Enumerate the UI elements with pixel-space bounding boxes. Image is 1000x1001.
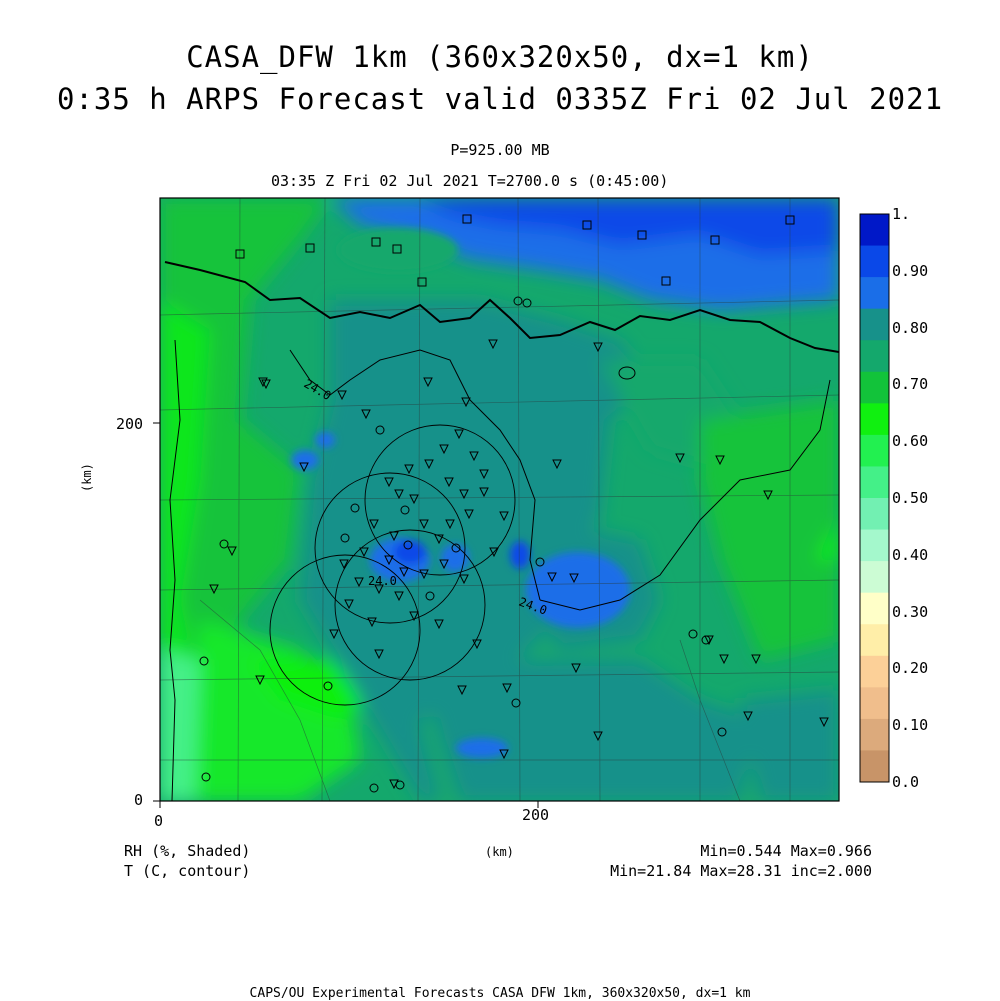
- colorbar-level-label: 0.10: [892, 716, 929, 735]
- contour-label: 24.0: [368, 574, 397, 588]
- colorbar-segment: [860, 214, 889, 247]
- x-axis-unit: (km): [485, 845, 514, 859]
- pressure-level-label: P=925.00 MB: [450, 141, 550, 159]
- colorbar-segment: [860, 561, 889, 594]
- x-tick-label: 0: [154, 812, 164, 830]
- colorbar: [859, 213, 890, 783]
- colorbar-segment: [860, 277, 889, 310]
- colorbar-frame: [859, 213, 890, 783]
- colorbar-segment: [860, 403, 889, 436]
- x-tick-label: 200: [522, 806, 550, 824]
- contour-stats: Min=21.84 Max=28.31 inc=2.000: [610, 862, 872, 880]
- shaded-variable-label: RH (%, Shaded): [124, 842, 251, 860]
- colorbar-level-label: 0.20: [892, 659, 929, 678]
- colorbar-segment: [860, 308, 889, 341]
- colorbar-level-label: 0.30: [892, 602, 929, 621]
- colorbar-segment: [860, 655, 889, 688]
- colorbar-segment: [860, 718, 889, 751]
- colorbar-level-label: 0.60: [892, 432, 929, 451]
- shaded-stats: Min=0.544 Max=0.966: [700, 842, 872, 860]
- footer-credit: CAPS/OU Experimental Forecasts CASA DFW …: [249, 986, 751, 1001]
- y-axis-unit: (km): [80, 463, 94, 492]
- colorbar-segment: [860, 624, 889, 657]
- colorbar-segment: [860, 687, 889, 720]
- station-squares: [235, 214, 795, 287]
- colorbar-segment: [860, 529, 889, 562]
- axis-ticks: [153, 422, 539, 808]
- colorbar-level-label: 1.: [892, 205, 911, 223]
- state-boundary-line: [164, 261, 839, 353]
- station-circles: [199, 296, 727, 793]
- contour-labels: 24.0 24.0 24.0: [302, 376, 549, 617]
- contour-variable-label: T (C, contour): [124, 862, 251, 880]
- colorbar-level-label: 0.40: [892, 545, 929, 564]
- station-triangles: [209, 339, 829, 790]
- colorbar-level-label: 0.0: [892, 773, 920, 791]
- valid-time-label: 03:35 Z Fri 02 Jul 2021 T=2700.0 s (0:45…: [271, 172, 669, 190]
- temperature-contours: [169, 339, 831, 801]
- colorbar-segment: [860, 434, 889, 467]
- colorbar-level-label: 0.90: [892, 261, 929, 280]
- colorbar-level-label: 0.70: [892, 375, 929, 394]
- colorbar-segment: [860, 592, 889, 625]
- colorbar-segment: [860, 340, 889, 373]
- plot-frame: [159, 197, 840, 802]
- radar-range-rings: [269, 424, 516, 706]
- colorbar-segment: [860, 750, 889, 783]
- y-tick-label: 200: [116, 415, 144, 433]
- colorbar-level-label: 0.50: [892, 489, 929, 507]
- colorbar-level-label: 0.80: [892, 318, 929, 337]
- colorbar-segment: [860, 371, 889, 404]
- colorbar-segment: [860, 466, 889, 499]
- y-tick-label: 0: [134, 791, 144, 809]
- plot-subtitle: 0:35 h ARPS Forecast valid 0335Z Fri 02 …: [56, 82, 944, 116]
- colorbar-segment: [860, 498, 889, 531]
- colorbar-segment: [860, 245, 889, 278]
- plot-title: CASA_DFW 1km (360x320x50, dx=1 km): [186, 40, 814, 74]
